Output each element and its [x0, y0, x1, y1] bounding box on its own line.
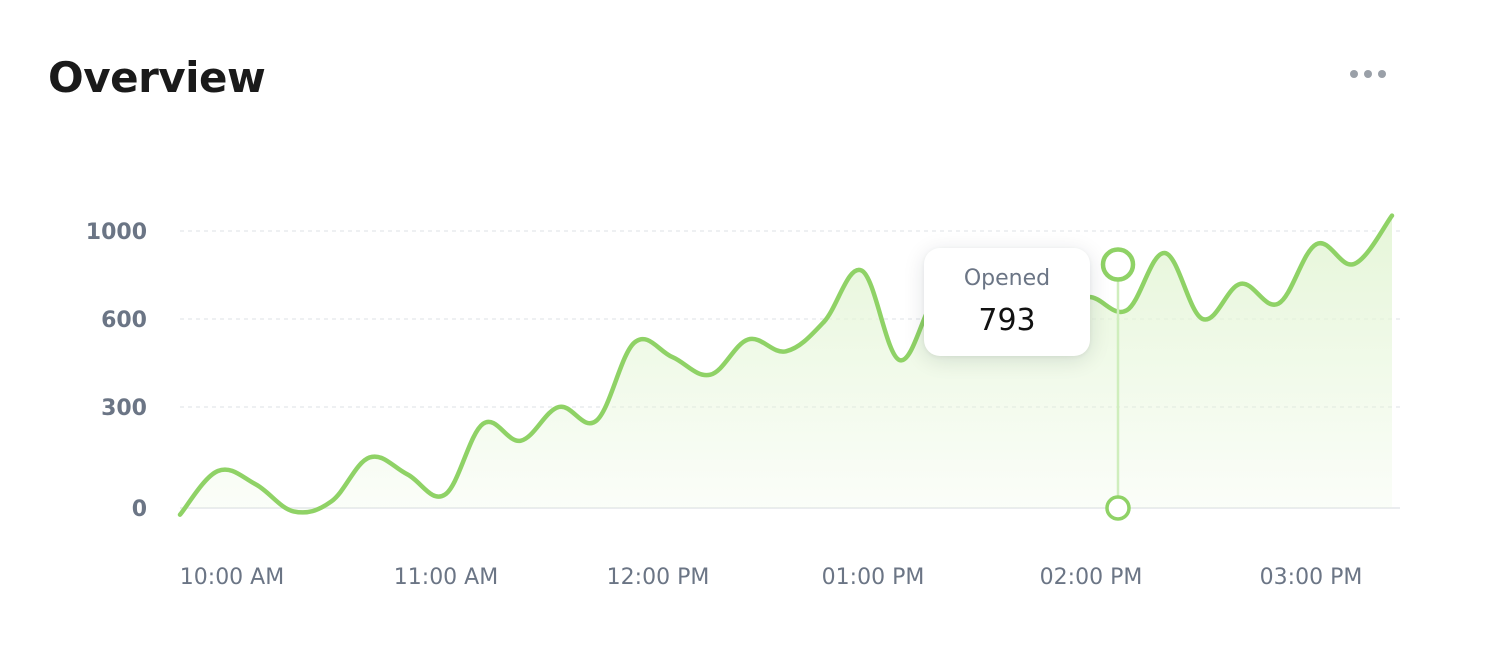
y-tick-label: 600 [101, 308, 147, 333]
tooltip-value: 793 [978, 303, 1036, 338]
chart-tooltip: Opened 793 [924, 248, 1090, 356]
x-tick-label: 03:00 PM [1260, 565, 1363, 590]
tooltip-label: Opened [963, 266, 1051, 291]
x-tick-label: 12:00 PM [607, 565, 710, 590]
hover-point-marker [1100, 247, 1136, 282]
card-title: Overview [48, 53, 266, 102]
more-dot [1378, 70, 1386, 78]
more-options-icon[interactable] [1338, 58, 1398, 90]
y-tick-label: 0 [132, 497, 147, 522]
hover-axis-marker [1105, 495, 1131, 521]
x-tick-label: 10:00 AM [180, 565, 284, 590]
x-tick-label: 11:00 AM [394, 565, 498, 590]
more-dot [1364, 70, 1372, 78]
x-tick-label: 02:00 PM [1040, 565, 1143, 590]
series-area [180, 215, 1392, 515]
more-dot [1350, 70, 1358, 78]
series-line [177, 213, 1395, 517]
y-tick-label: 300 [101, 396, 147, 421]
x-tick-label: 01:00 PM [822, 565, 925, 590]
y-tick-label: 1000 [86, 220, 147, 245]
